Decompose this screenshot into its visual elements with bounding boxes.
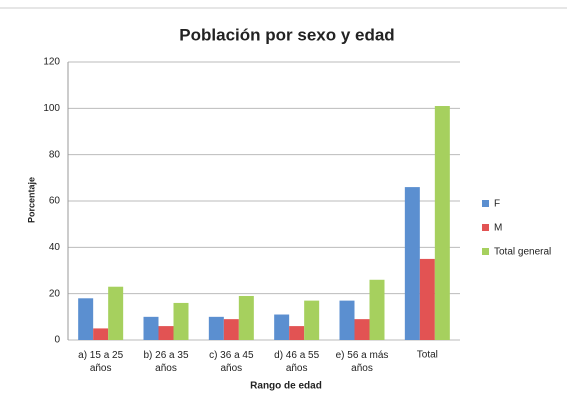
bar xyxy=(158,326,174,340)
bar xyxy=(369,279,385,340)
bar xyxy=(274,314,290,340)
bar xyxy=(143,316,159,340)
y-tick-label: 80 xyxy=(49,149,61,160)
bar xyxy=(339,300,355,340)
x-axis-label: Rango de edad xyxy=(250,381,322,392)
chart-title: Población por sexo y edad xyxy=(179,25,394,44)
bar xyxy=(304,300,320,340)
x-tick-label: a) 15 a 25 años xyxy=(78,350,123,374)
x-tick-label: e) 56 a más años xyxy=(336,350,389,374)
legend-swatch xyxy=(482,248,489,255)
bar xyxy=(173,302,189,340)
bar xyxy=(208,316,224,340)
bar xyxy=(93,328,109,340)
x-tick-label: b) 26 a 35 años xyxy=(143,350,188,374)
y-tick-label: 20 xyxy=(49,288,61,299)
x-tick-label: c) 36 a 45 años xyxy=(209,350,254,374)
y-tick-label: 100 xyxy=(43,103,60,114)
legend-label: Total general xyxy=(494,247,551,258)
bar xyxy=(404,187,420,340)
bar xyxy=(223,319,239,340)
bar xyxy=(434,106,450,341)
y-tick-label: 0 xyxy=(54,335,60,346)
bar xyxy=(78,298,94,340)
legend-label: F xyxy=(494,199,500,210)
x-tick-label: Total xyxy=(417,350,438,361)
y-tick-label: 40 xyxy=(49,242,61,253)
y-axis-label: Porcentaje xyxy=(26,177,36,223)
y-tick-label: 60 xyxy=(49,196,61,207)
bar xyxy=(238,295,254,340)
bar xyxy=(419,258,435,340)
legend-swatch xyxy=(482,224,489,231)
y-tick-label: 120 xyxy=(43,57,60,68)
bar xyxy=(289,326,305,340)
legend-label: M xyxy=(494,223,502,234)
legend-swatch xyxy=(482,200,489,207)
x-tick-label: d) 46 a 55 años xyxy=(274,350,319,374)
bar xyxy=(354,319,370,340)
bar xyxy=(108,286,124,340)
